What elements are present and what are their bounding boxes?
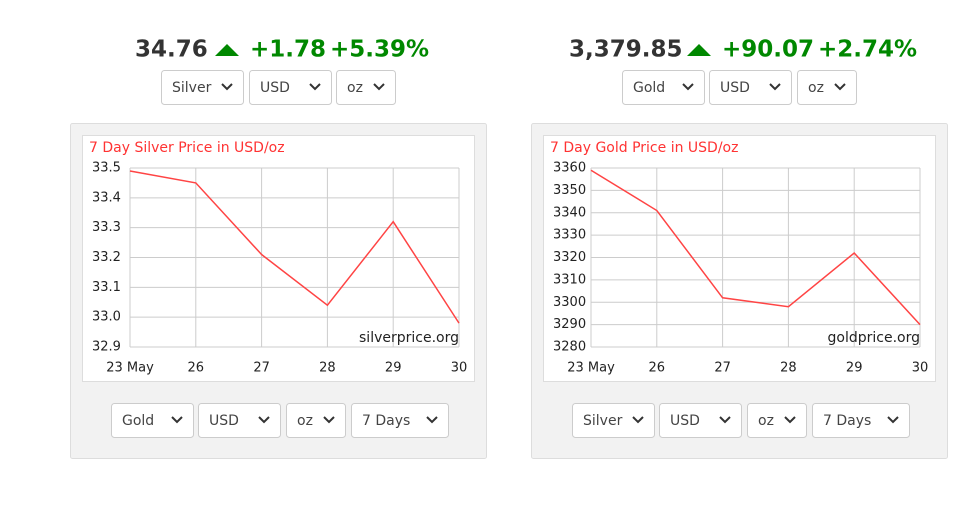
dropdown[interactable] <box>812 403 910 438</box>
dropdown[interactable] <box>111 403 194 438</box>
chart-area <box>543 135 936 382</box>
dropdown[interactable] <box>747 403 807 438</box>
chart-title: 7 Day Silver Price in USD/oz <box>89 140 285 156</box>
dropdown[interactable] <box>351 403 449 438</box>
y-tick-label: 3340 <box>553 205 586 220</box>
x-tick-label: 28 <box>319 361 336 376</box>
y-tick-label: 3350 <box>553 183 586 198</box>
dropdown-chevron <box>221 83 233 91</box>
x-tick-label: 29 <box>846 361 863 376</box>
dropdown-chevron <box>426 416 438 424</box>
dropdown[interactable] <box>572 403 655 438</box>
change: +1.78 <box>250 37 326 63</box>
dropdown-label: oz <box>808 80 824 96</box>
percent: +5.39% <box>330 37 429 63</box>
watermark: silverprice.org <box>359 330 459 346</box>
dropdown-label: USD <box>260 80 290 96</box>
dropdown-label: oz <box>758 413 774 429</box>
dropdown-chevron <box>834 83 846 91</box>
dropdown-label: Gold <box>633 80 665 96</box>
x-tick-label: 27 <box>253 361 270 376</box>
dropdown-label: USD <box>720 80 750 96</box>
x-tick-label: 29 <box>385 361 402 376</box>
chart-title: 7 Day Gold Price in USD/oz <box>550 140 738 156</box>
y-tick-label: 3300 <box>553 295 586 310</box>
price: 3,379.85 <box>569 37 683 63</box>
dropdown-label: Gold <box>122 413 154 429</box>
x-tick-label: 23 May <box>567 361 615 376</box>
price-line <box>590 169 921 326</box>
dropdown[interactable] <box>249 70 332 105</box>
y-tick-label: 3330 <box>553 228 586 243</box>
price-line <box>129 170 460 324</box>
x-tick-label: 28 <box>780 361 797 376</box>
dropdown-chevron <box>784 416 796 424</box>
y-tick-label: 33.4 <box>92 190 121 205</box>
dropdown[interactable] <box>286 403 346 438</box>
y-tick-label: 33.5 <box>92 161 121 176</box>
dropdown-label: Silver <box>172 80 212 96</box>
up-arrow <box>215 44 239 56</box>
dropdown-chevron <box>309 83 321 91</box>
x-tick-label: 23 May <box>106 361 154 376</box>
dropdown-chevron <box>373 83 385 91</box>
dropdown-chevron <box>719 416 731 424</box>
x-tick-label: 30 <box>451 361 468 376</box>
dropdown-chevron <box>887 416 899 424</box>
dropdown-chevron <box>258 416 270 424</box>
dropdown[interactable] <box>797 70 857 105</box>
dropdown[interactable] <box>336 70 396 105</box>
dropdown-label: USD <box>670 413 700 429</box>
y-tick-label: 3310 <box>553 272 586 287</box>
up-arrow <box>687 44 711 56</box>
watermark: goldprice.org <box>828 330 920 346</box>
x-tick-label: 26 <box>188 361 205 376</box>
price: 34.76 <box>135 37 208 63</box>
dropdown[interactable] <box>198 403 281 438</box>
dropdown-chevron <box>632 416 644 424</box>
x-tick-label: 30 <box>912 361 929 376</box>
y-tick-label: 3360 <box>553 161 586 176</box>
dropdown-label: USD <box>209 413 239 429</box>
y-tick-label: 3290 <box>553 317 586 332</box>
dropdown[interactable] <box>622 70 705 105</box>
dropdown[interactable] <box>709 70 792 105</box>
dropdown-label: 7 Days <box>823 413 871 429</box>
chart-area <box>82 135 475 382</box>
dropdown[interactable] <box>659 403 742 438</box>
x-tick-label: 26 <box>649 361 666 376</box>
y-tick-label: 33.1 <box>92 280 121 295</box>
dropdown-chevron <box>682 83 694 91</box>
y-tick-label: 33.0 <box>92 310 121 325</box>
x-tick-label: 27 <box>714 361 731 376</box>
dropdown-label: oz <box>297 413 313 429</box>
change: +90.07 <box>722 37 814 63</box>
y-tick-label: 33.3 <box>92 220 121 235</box>
dropdown-label: Silver <box>583 413 623 429</box>
y-tick-label: 32.9 <box>92 340 121 355</box>
dropdown-chevron <box>323 416 335 424</box>
dropdown-label: 7 Days <box>362 413 410 429</box>
dropdown-chevron <box>171 416 183 424</box>
percent: +2.74% <box>818 37 917 63</box>
y-tick-label: 3280 <box>553 340 586 355</box>
y-tick-label: 33.2 <box>92 250 121 265</box>
y-tick-label: 3320 <box>553 250 586 265</box>
dropdown-chevron <box>769 83 781 91</box>
dropdown-label: oz <box>347 80 363 96</box>
dropdown[interactable] <box>161 70 244 105</box>
